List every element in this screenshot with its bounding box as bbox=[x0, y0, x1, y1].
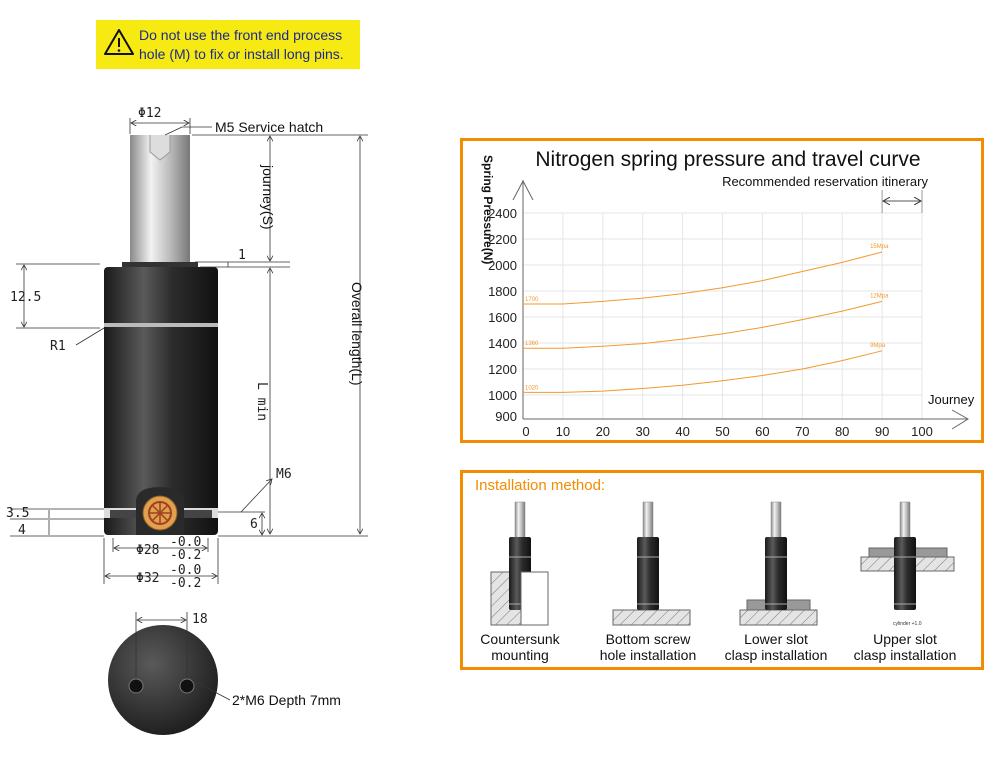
dimensions bbox=[10, 118, 368, 584]
spring-bottom-view: 18 2*M6 Depth 7mm bbox=[108, 612, 341, 735]
y-tick-label: 1400 bbox=[488, 336, 517, 351]
y-tick-label: 2000 bbox=[488, 258, 517, 273]
x-tick-label: 50 bbox=[715, 424, 729, 439]
dim-3-5: 3.5 bbox=[6, 506, 29, 521]
service-hatch bbox=[149, 135, 171, 161]
warning-banner: Do not use the front end process hole (M… bbox=[96, 20, 360, 69]
x-tick-label: 40 bbox=[675, 424, 689, 439]
method-label-line2: clasp installation bbox=[854, 647, 957, 663]
dia-28: Φ28 bbox=[136, 543, 159, 558]
tol-lower-28: -0.2 bbox=[170, 548, 201, 563]
lmin-label: L min bbox=[254, 382, 269, 421]
x-axis-label: Journey bbox=[928, 392, 975, 407]
installation-panel: Installation method: Countersunkmounting… bbox=[460, 470, 984, 670]
x-tick-label: 80 bbox=[835, 424, 849, 439]
chart-title: Nitrogen spring pressure and travel curv… bbox=[535, 148, 920, 171]
tol-upper-32: -0.0 bbox=[170, 563, 201, 578]
method-label-line2: hole installation bbox=[600, 647, 697, 663]
series-line-15Mpa bbox=[523, 251, 883, 305]
y-axis-label: Spring Pressure(N) bbox=[481, 155, 495, 264]
series-name-label: 15Mpa bbox=[870, 244, 889, 250]
cylinder-note: cylinder +1.0 bbox=[893, 621, 922, 627]
dim-12-5: 12.5 bbox=[10, 290, 41, 305]
x-tick-label: 0 bbox=[522, 424, 529, 439]
y-tick-label: 1600 bbox=[488, 310, 517, 325]
warning-triangle-icon bbox=[104, 29, 134, 55]
method-label-line1: Lower slot bbox=[744, 631, 808, 647]
m6-label: M6 bbox=[276, 467, 292, 482]
tol-upper-28: -0.0 bbox=[170, 535, 201, 550]
cylinder-body bbox=[104, 267, 218, 535]
dim-4: 4 bbox=[18, 523, 26, 538]
x-tick-label: 30 bbox=[635, 424, 649, 439]
r1-label: R1 bbox=[50, 339, 66, 354]
dim-1: 1 bbox=[238, 248, 246, 263]
series-name-label: 9Mpa bbox=[870, 343, 886, 349]
x-tick-label: 60 bbox=[755, 424, 769, 439]
dim-18: 18 bbox=[192, 612, 208, 627]
x-tick-label: 90 bbox=[875, 424, 889, 439]
rod bbox=[899, 501, 911, 539]
method-label-line1: Countersunk bbox=[480, 631, 560, 647]
method-label-line2: mounting bbox=[491, 647, 549, 663]
series-start-label: 1700 bbox=[525, 297, 539, 303]
rod bbox=[514, 501, 526, 539]
y-tick-label: 1800 bbox=[488, 284, 517, 299]
x-tick-label: 20 bbox=[596, 424, 610, 439]
series-name-label: 12Mpa bbox=[870, 293, 889, 299]
series-start-label: 1360 bbox=[525, 341, 539, 347]
dia-32: Φ32 bbox=[136, 571, 159, 586]
warning-line-2: hole (M) to fix or install long pins. bbox=[139, 46, 344, 62]
cylinder bbox=[637, 537, 659, 610]
series-start-label: 1020 bbox=[525, 385, 539, 391]
method-label-line2: clasp installation bbox=[725, 647, 828, 663]
y-tick-label: 2400 bbox=[488, 206, 517, 221]
y-tick-label: 1000 bbox=[488, 388, 517, 403]
warning-line-1: Do not use the front end process bbox=[139, 27, 342, 43]
bottom-holes-label: 2*M6 Depth 7mm bbox=[232, 692, 341, 708]
installation-title: Installation method: bbox=[475, 477, 605, 494]
x-tick-label: 100 bbox=[911, 424, 933, 439]
rod bbox=[770, 501, 782, 539]
y-axis-arrow-icon bbox=[512, 179, 534, 201]
method-label-line1: Upper slot bbox=[873, 631, 937, 647]
method-label-line1: Bottom screw bbox=[606, 631, 692, 647]
y-tick-label: 900 bbox=[495, 409, 517, 424]
y-tick-label: 2200 bbox=[488, 232, 517, 247]
dimension-labels: Φ12 M5 Service hatch journey(S) Overall … bbox=[6, 106, 365, 591]
series-line-9Mpa bbox=[523, 350, 883, 393]
tol-lower-32: -0.2 bbox=[170, 576, 201, 591]
rod bbox=[642, 501, 654, 539]
journey-label: journey(S) bbox=[260, 164, 276, 230]
overall-length-label: Overall length(L) bbox=[349, 282, 365, 386]
x-axis-arrow-icon bbox=[951, 409, 969, 430]
cylinder bbox=[894, 537, 916, 610]
dim-6: 6 bbox=[250, 517, 258, 532]
x-tick-label: 70 bbox=[795, 424, 809, 439]
series-line-12Mpa bbox=[523, 300, 883, 349]
spring-side-view bbox=[104, 135, 218, 535]
cylinder bbox=[765, 537, 787, 610]
x-tick-label: 10 bbox=[556, 424, 570, 439]
y-tick-label: 1200 bbox=[488, 362, 517, 377]
pressure-travel-chart: Nitrogen spring pressure and travel curv… bbox=[460, 138, 984, 443]
rod-diameter: Φ12 bbox=[138, 106, 161, 121]
chart-annotation: Recommended reservation itinerary bbox=[722, 174, 928, 189]
service-hatch-label: M5 Service hatch bbox=[215, 119, 323, 135]
